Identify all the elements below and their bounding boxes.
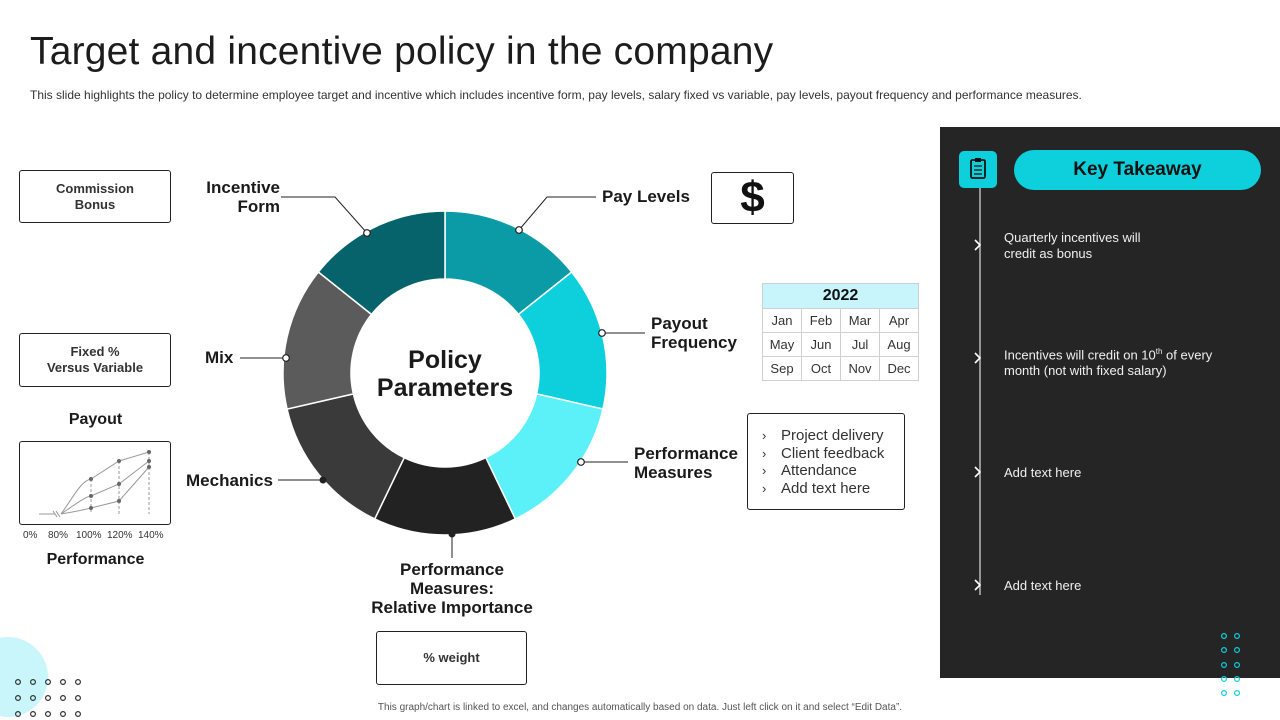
calendar-month: Feb [801,308,841,333]
calendar-month: Jan [762,308,802,333]
leader-dot [577,458,585,466]
donut-center-text: Policy Parameters [376,346,514,402]
policy-donut [240,196,645,558]
payout-tick: 100% [76,530,102,541]
leader-dot [598,329,606,337]
list-item: › Attendance [762,462,857,479]
leader-lines [240,196,645,558]
label-incentive-form: Incentive Form [206,178,280,216]
weight-box: % weight [376,631,527,685]
payout-tick: 0% [23,530,38,541]
label-pay-levels: Pay Levels [602,187,690,206]
page-title: Target and incentive policy in the compa… [30,30,774,73]
takeaway-item: Incentives will credit on 10th of every … [1004,347,1213,379]
calendar-month: Jun [801,332,841,357]
label-payout-frequency: Payout Frequency [651,314,737,352]
dollar-icon: $ [740,173,765,222]
leader-dot [515,226,523,234]
key-takeaway-panel [940,127,1280,678]
payout-title: Payout [68,411,123,428]
label-relative-importance: Performance Measures: Relative Importanc… [371,560,533,617]
list-item: › Client feedback [762,444,885,462]
calendar-2022: 2022 Jan Feb Mar Apr May Jun Jul Aug Sep… [762,283,919,381]
page-subtitle: This slide highlights the policy to dete… [30,88,1082,102]
calendar-month: Sep [762,356,802,381]
calendar-month: Nov [840,356,880,381]
calendar-month: Mar [840,308,880,333]
payout-tick: 80% [48,530,69,541]
label-performance-measures: Performance Measures [634,444,738,482]
chevron-right-icon: › [762,463,767,478]
payout-curve-graphic [39,450,151,518]
segment-incentive-form [317,210,446,316]
calendar-month: Jul [840,332,880,357]
list-item: › Add text here [762,479,871,497]
chevron-right-icon: › [762,445,767,461]
payout-tick: 140% [138,530,164,541]
payout-chart-box [19,441,171,525]
leader-dot [282,354,290,362]
chevron-right-icon: › [762,428,767,443]
calendar-month: Aug [879,332,919,357]
performance-measures-list: › Project delivery › Client feedback › Atte… [747,413,905,510]
leader-dot [363,229,371,237]
leader-dot [319,476,327,484]
fixed-vs-variable-box: Fixed % Versus Variable [19,333,171,387]
clipboard-icon [959,151,997,188]
commission-bonus-box: Commission Bonus [19,170,171,223]
footer-note: This graph/chart is linked to excel, and… [377,702,903,713]
calendar-month: Dec [879,356,919,381]
calendar-month: Oct [801,356,841,381]
payout-tick: 120% [107,530,133,541]
calendar-month: Apr [879,308,919,333]
takeaway-item: Add text here [1004,465,1082,480]
takeaway-item: Quarterly incentives will credit as bonu… [1004,230,1141,261]
decorative-dots-right [1220,632,1241,696]
calendar-month: May [762,332,802,357]
dollar-box: $ [711,172,794,224]
leader-dot [448,530,456,538]
performance-title: Performance [46,551,145,568]
chevron-right-icon: › [762,480,767,496]
calendar-year: 2022 [762,283,919,309]
decorative-dots-left [14,678,81,717]
list-item: › Project delivery [762,427,884,444]
timeline [974,188,982,595]
label-mix: Mix [205,348,234,367]
key-takeaway-title: Key Takeaway [1014,150,1261,190]
takeaway-item: Add text here [1004,578,1082,593]
label-mechanics: Mechanics [186,471,273,490]
